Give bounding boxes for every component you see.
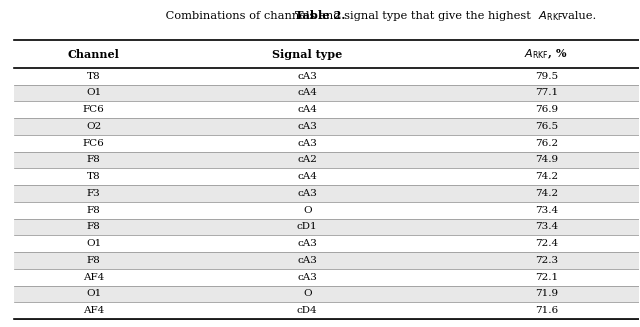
Text: F3: F3 bbox=[87, 189, 100, 198]
Text: Channel: Channel bbox=[68, 49, 120, 60]
Text: FC6: FC6 bbox=[83, 139, 105, 148]
Bar bbox=[14, 68, 640, 85]
Text: O: O bbox=[303, 289, 312, 299]
Text: cA3: cA3 bbox=[298, 273, 317, 282]
Text: value.: value. bbox=[557, 11, 596, 21]
Text: AF4: AF4 bbox=[83, 306, 104, 315]
Text: 74.2: 74.2 bbox=[534, 189, 558, 198]
Text: AF4: AF4 bbox=[83, 273, 104, 282]
Text: 72.1: 72.1 bbox=[534, 273, 558, 282]
Text: 74.2: 74.2 bbox=[534, 172, 558, 181]
Bar bbox=[14, 152, 640, 168]
Text: T8: T8 bbox=[87, 172, 100, 181]
Text: cA4: cA4 bbox=[298, 172, 317, 181]
Text: 76.2: 76.2 bbox=[534, 139, 558, 148]
Text: cA2: cA2 bbox=[298, 155, 317, 164]
Text: cA3: cA3 bbox=[298, 239, 317, 248]
Bar bbox=[14, 252, 640, 269]
Bar bbox=[14, 101, 640, 118]
Text: cA4: cA4 bbox=[298, 105, 317, 114]
Bar bbox=[14, 302, 640, 319]
Bar bbox=[14, 285, 640, 302]
Text: cD4: cD4 bbox=[297, 306, 317, 315]
Text: $\it{A}$$_{\rm{RKF}}$: $\it{A}$$_{\rm{RKF}}$ bbox=[538, 9, 563, 23]
Bar bbox=[14, 168, 640, 185]
Text: cA3: cA3 bbox=[298, 122, 317, 131]
Text: cD1: cD1 bbox=[297, 222, 317, 232]
Text: 72.3: 72.3 bbox=[534, 256, 558, 265]
Text: F8: F8 bbox=[87, 155, 100, 164]
Bar bbox=[14, 85, 640, 101]
Text: O2: O2 bbox=[86, 122, 101, 131]
Bar bbox=[14, 235, 640, 252]
Text: O: O bbox=[303, 206, 312, 215]
Bar bbox=[14, 202, 640, 219]
Text: cA3: cA3 bbox=[298, 139, 317, 148]
Text: 71.9: 71.9 bbox=[534, 289, 558, 299]
Text: cA3: cA3 bbox=[298, 189, 317, 198]
Bar bbox=[14, 135, 640, 152]
Text: cA4: cA4 bbox=[298, 89, 317, 97]
Text: 71.6: 71.6 bbox=[534, 306, 558, 315]
Text: cA3: cA3 bbox=[298, 72, 317, 81]
Text: F8: F8 bbox=[87, 206, 100, 215]
Bar bbox=[14, 185, 640, 202]
Text: 73.4: 73.4 bbox=[534, 222, 558, 232]
Text: F8: F8 bbox=[87, 222, 100, 232]
Text: 74.9: 74.9 bbox=[534, 155, 558, 164]
Text: Combinations of channels and signal type that give the highest: Combinations of channels and signal type… bbox=[163, 11, 535, 21]
Text: 76.9: 76.9 bbox=[534, 105, 558, 114]
Text: $\it{A}_{\rm{RKF}}$, %: $\it{A}_{\rm{RKF}}$, % bbox=[524, 47, 568, 61]
Bar bbox=[14, 219, 640, 235]
Text: cA3: cA3 bbox=[298, 256, 317, 265]
Text: 79.5: 79.5 bbox=[534, 72, 558, 81]
Text: FC6: FC6 bbox=[83, 105, 105, 114]
Text: 72.4: 72.4 bbox=[534, 239, 558, 248]
Text: 76.5: 76.5 bbox=[534, 122, 558, 131]
Text: 77.1: 77.1 bbox=[534, 89, 558, 97]
Bar bbox=[14, 269, 640, 285]
Bar bbox=[14, 40, 640, 68]
Text: Signal type: Signal type bbox=[272, 49, 342, 60]
Text: T8: T8 bbox=[87, 72, 100, 81]
Text: F8: F8 bbox=[87, 256, 100, 265]
Bar bbox=[14, 118, 640, 135]
Text: O1: O1 bbox=[86, 89, 101, 97]
Text: O1: O1 bbox=[86, 289, 101, 299]
Text: O1: O1 bbox=[86, 239, 101, 248]
Text: 73.4: 73.4 bbox=[534, 206, 558, 215]
Text: Table 2.: Table 2. bbox=[295, 10, 345, 22]
